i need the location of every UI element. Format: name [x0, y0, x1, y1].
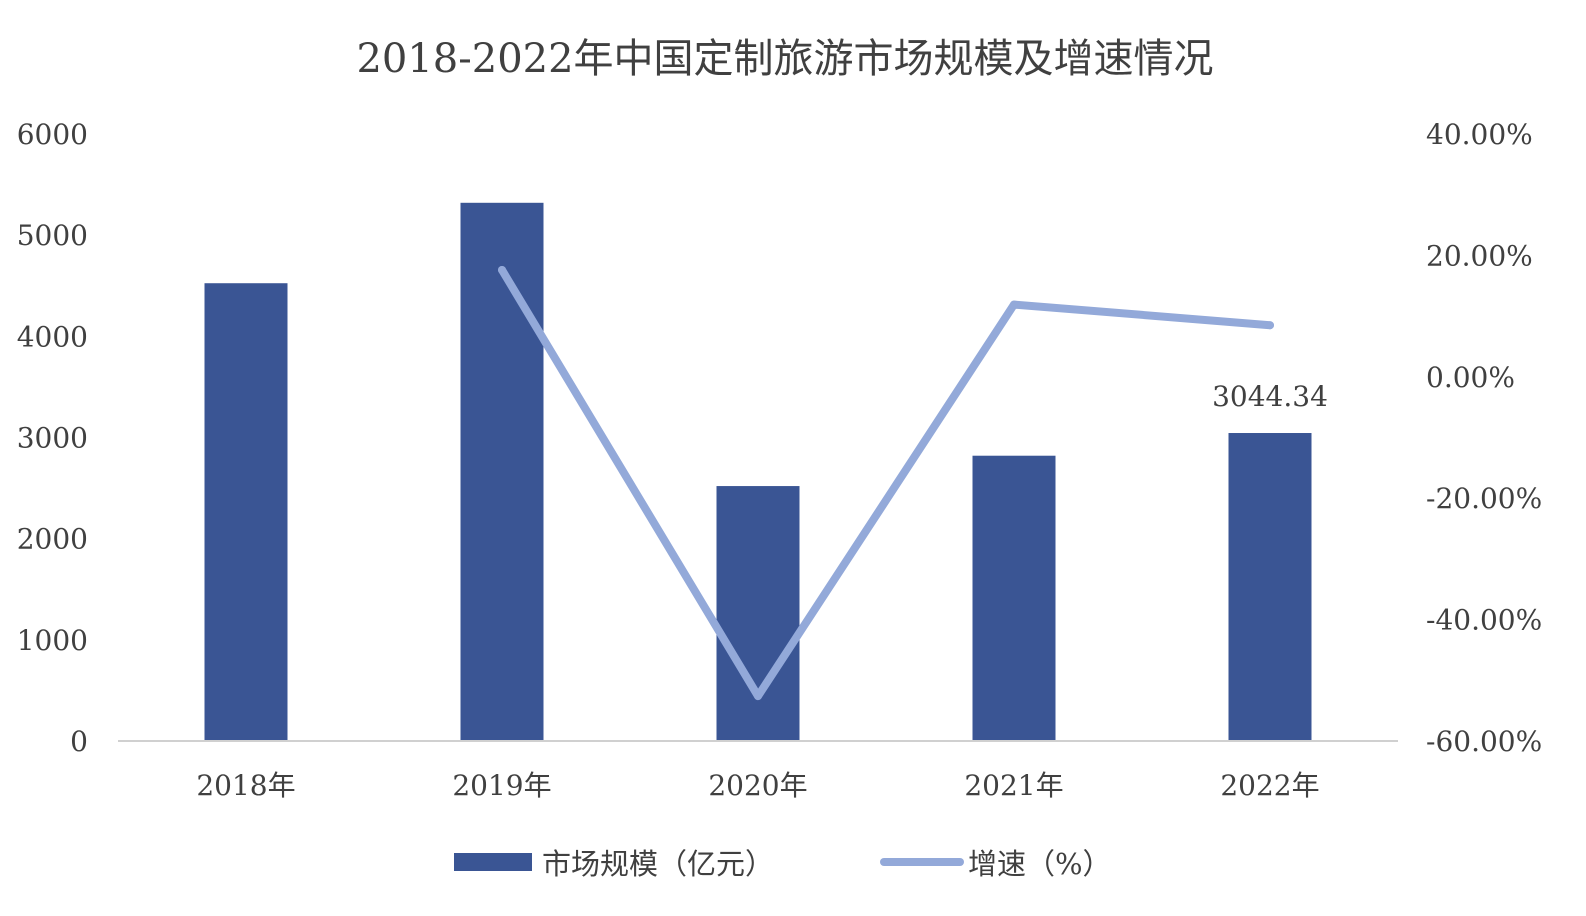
- chart-title: 2018-2022年中国定制旅游市场规模及增速情况: [356, 36, 1213, 82]
- x-axis-tick-label: 2022年: [1220, 769, 1319, 802]
- data-label: 3044.34: [1212, 380, 1328, 413]
- line-point: [498, 265, 506, 274]
- line-point: [1010, 300, 1018, 309]
- x-axis: 2018年 2019年 2020年 2021年 2022年: [196, 769, 1319, 802]
- bar: [204, 283, 288, 741]
- left-axis-tick-label: 4000: [17, 320, 88, 353]
- right-axis-tick-label: 20.00%: [1426, 239, 1533, 272]
- legend-label-line: 增速（%）: [968, 847, 1112, 881]
- left-axis-tick-label: 6000: [17, 118, 88, 151]
- right-axis-tick-label: -60.00%: [1426, 725, 1542, 758]
- bar: [1228, 433, 1312, 741]
- left-axis-tick-label: 2000: [17, 523, 88, 556]
- bar-series: [204, 202, 1312, 741]
- left-axis-tick-label: 5000: [17, 219, 88, 252]
- right-y-axis: -60.00% -40.00% -20.00% 0.00% 20.00% 40.00%: [1426, 118, 1542, 758]
- legend-swatch-bar: [454, 853, 532, 871]
- data-labels: 3044.34: [1212, 380, 1328, 413]
- line-point: [1266, 321, 1274, 330]
- bar: [460, 202, 544, 741]
- left-axis-tick-label: 3000: [17, 422, 88, 455]
- line-series: [498, 265, 1274, 701]
- x-axis-tick-label: 2019年: [452, 769, 551, 802]
- growth-line: [498, 265, 1274, 701]
- left-axis-tick-label: 0: [70, 725, 88, 758]
- right-axis-tick-label: -40.00%: [1426, 604, 1542, 637]
- legend-item-line: 增速（%）: [880, 847, 1112, 881]
- right-axis-tick-label: 0.00%: [1426, 361, 1515, 394]
- right-axis-tick-label: -20.00%: [1426, 482, 1542, 515]
- x-axis-tick-label: 2018年: [196, 769, 295, 802]
- legend-label-bar: 市场规模（亿元）: [542, 847, 774, 881]
- bar: [716, 486, 800, 741]
- line-point: [754, 692, 762, 701]
- x-axis-tick-label: 2021年: [964, 769, 1063, 802]
- left-y-axis: 0 1000 2000 3000 4000 5000 6000: [17, 118, 88, 758]
- right-axis-tick-label: 40.00%: [1426, 118, 1533, 151]
- x-axis-tick-label: 2020年: [708, 769, 807, 802]
- legend: 市场规模（亿元） 增速（%）: [454, 847, 1112, 881]
- bar: [972, 455, 1056, 741]
- left-axis-tick-label: 1000: [17, 624, 88, 657]
- legend-item-bar: 市场规模（亿元）: [454, 847, 774, 881]
